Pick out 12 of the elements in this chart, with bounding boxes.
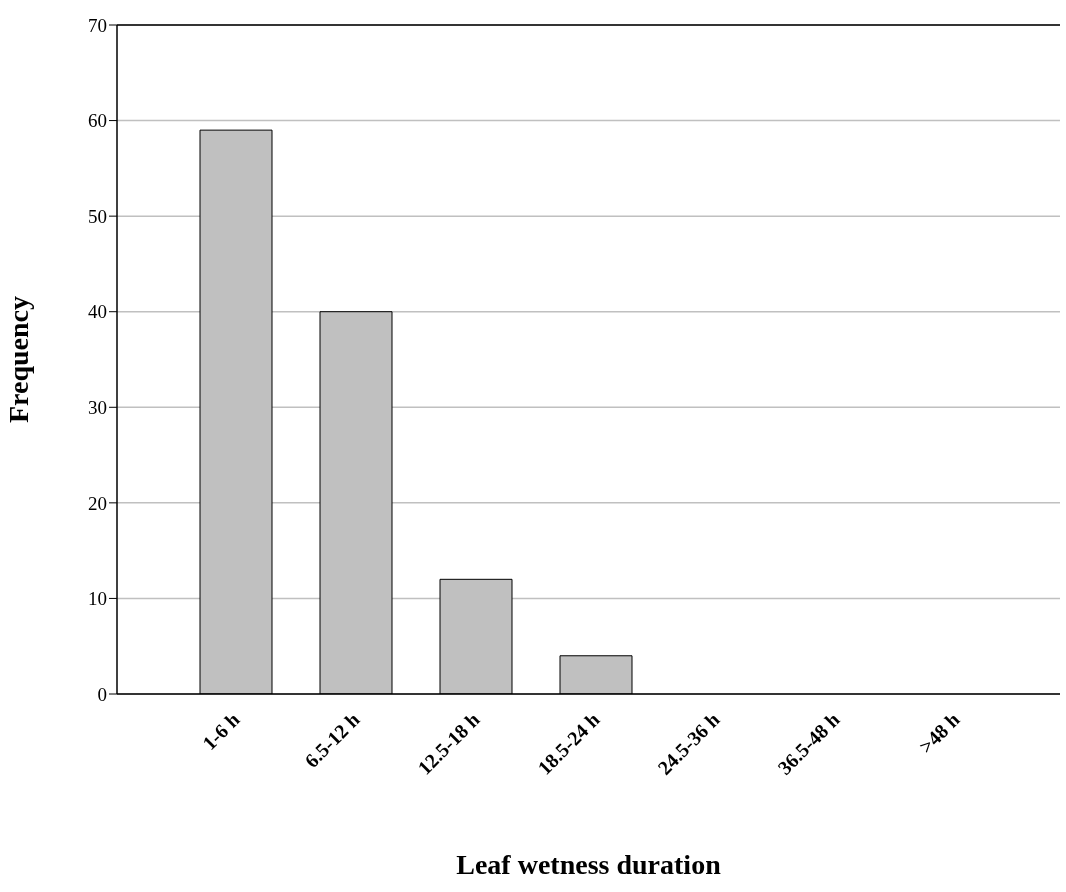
y-tick-label: 0 (97, 683, 107, 705)
y-tick-label: 40 (88, 301, 107, 323)
x-axis-title: Leaf wetness duration (456, 849, 722, 880)
y-axis-title: Frequency (2, 295, 34, 424)
x-tick-label: 1-6 h (197, 708, 244, 755)
y-tick-label: 60 (88, 110, 107, 132)
y-tick-label: 30 (88, 397, 107, 419)
y-tick-label: 20 (88, 492, 107, 514)
y-tick-label: 10 (88, 588, 107, 610)
x-tick-label: >48 h (914, 708, 964, 758)
y-tick-label: 50 (88, 205, 107, 227)
y-tick-label: 70 (88, 14, 107, 36)
